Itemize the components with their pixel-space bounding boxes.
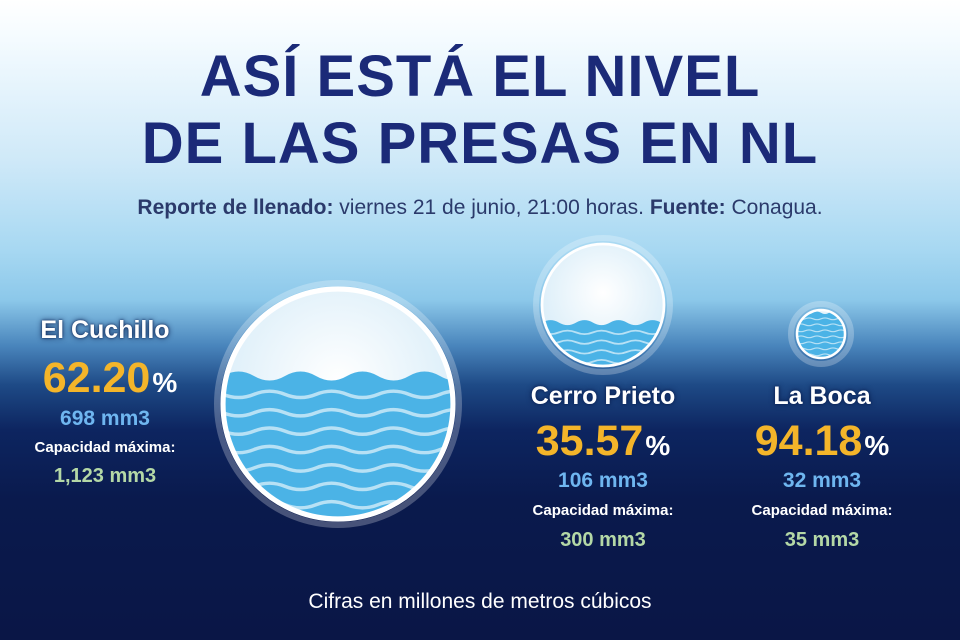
dam-capacity-label-cerro-prieto: Capacidad máxima:: [532, 502, 674, 519]
water-wave-line: [797, 323, 845, 327]
water-wave-line: [797, 341, 845, 345]
water-wave-line: [223, 481, 453, 492]
water-wave-line: [797, 329, 845, 333]
water-wave-line: [797, 317, 845, 321]
percent-sign: %: [645, 430, 671, 461]
water-wave-line: [223, 463, 453, 473]
dam-percent-el-cuchillo: 62.20%: [0, 357, 220, 400]
dam-percent-la-boca: 94.18%: [712, 420, 932, 463]
water-wave-line: [223, 389, 453, 400]
dam-name-la-boca: La Boca: [773, 382, 871, 410]
dam-volume-cerro-prieto: 106 mm3: [558, 469, 648, 492]
water-wave-line: [797, 335, 845, 339]
dam-gauge-cerro-prieto: [533, 235, 673, 375]
water-wave-line: [223, 499, 453, 510]
title-line-1: ASÍ ESTÁ EL NIVEL: [199, 44, 761, 109]
dam-name-cerro-prieto: Cerro Prieto: [530, 382, 676, 410]
dam-capacity-cerro-prieto: 300 mm3: [560, 529, 646, 551]
gauge-border: [540, 242, 666, 368]
dam-volume-el-cuchillo: 698 mm3: [60, 407, 150, 430]
water-wave-line: [223, 407, 453, 418]
gauge-glow: [533, 235, 673, 375]
gauge-border: [220, 286, 456, 522]
water-wave-line: [542, 358, 664, 365]
dam-capacity-el-cuchillo: 1,123 mm3: [53, 465, 157, 487]
water-wave-line: [542, 349, 664, 355]
source-value: Conagua.: [725, 196, 823, 219]
water-wave-line: [223, 426, 453, 437]
percent-value: 35.57: [535, 417, 644, 465]
gauge-glow: [788, 301, 854, 367]
report-label: Reporte de llenado:: [137, 196, 334, 219]
percent-value: 94.18: [754, 417, 863, 465]
dam-name-el-cuchillo: El Cuchillo: [40, 316, 170, 344]
dam-gauge-la-boca: [788, 301, 854, 367]
gauge-border: [795, 308, 847, 360]
subtitle: Reporte de llenado: viernes 21 de junio,…: [0, 196, 960, 220]
footer-note: Cifras en millones de metros cúbicos: [308, 590, 652, 613]
source-label: Fuente:: [649, 196, 726, 219]
report-date: viernes 21 de junio, 21:00 horas.: [333, 196, 650, 219]
water-wave-line: [797, 353, 845, 357]
gauge-glow: [214, 280, 462, 528]
percent-sign: %: [864, 430, 890, 461]
dam-gauge-el-cuchillo: [214, 280, 462, 528]
dam-volume-la-boca: 32 mm3: [782, 469, 862, 492]
dam-capacity-label-el-cuchillo: Capacidad máxima:: [34, 439, 176, 456]
percent-value: 62.20: [42, 354, 151, 402]
water-wave-line: [542, 329, 664, 336]
water-wave-line: [223, 444, 453, 455]
title-line-2: DE LAS PRESAS EN NL: [141, 111, 819, 176]
dam-percent-cerro-prieto: 35.57%: [493, 420, 713, 463]
dam-capacity-la-boca: 35 mm3: [784, 529, 860, 551]
water-wave-line: [797, 347, 845, 351]
dam-capacity-label-la-boca: Capacidad máxima:: [751, 502, 893, 519]
percent-sign: %: [152, 367, 178, 398]
water-wave-line: [542, 339, 664, 345]
